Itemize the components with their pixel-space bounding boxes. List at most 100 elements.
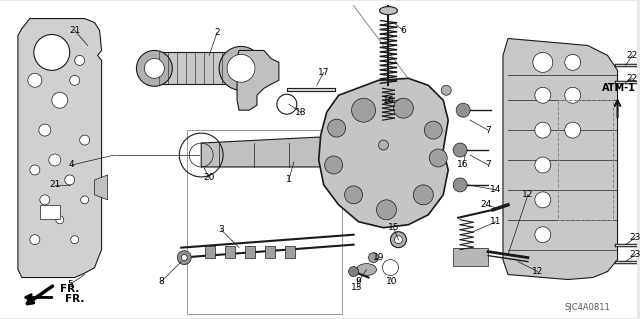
Circle shape (535, 157, 551, 173)
Bar (453, 248, 488, 266)
Text: 16: 16 (383, 96, 394, 105)
Circle shape (30, 235, 40, 245)
Bar (154, 52, 229, 84)
Text: 2: 2 (214, 28, 220, 37)
Circle shape (456, 103, 470, 117)
Text: 6: 6 (401, 26, 406, 35)
Circle shape (30, 165, 40, 175)
Text: 23: 23 (630, 233, 640, 242)
Text: 20: 20 (204, 174, 215, 182)
Text: 19: 19 (372, 253, 384, 262)
Circle shape (80, 135, 90, 145)
Circle shape (34, 34, 70, 70)
Text: 1: 1 (286, 175, 292, 184)
Circle shape (40, 195, 50, 205)
Circle shape (394, 236, 403, 244)
Bar (225, 246, 235, 258)
Circle shape (177, 251, 191, 264)
Circle shape (564, 87, 580, 103)
Text: 7: 7 (485, 126, 491, 135)
Circle shape (535, 122, 551, 138)
Circle shape (324, 156, 342, 174)
Circle shape (394, 98, 413, 118)
Text: 11: 11 (490, 217, 502, 226)
Bar (285, 246, 295, 258)
Text: 23: 23 (630, 250, 640, 259)
Text: 4: 4 (69, 160, 74, 169)
Text: FR.: FR. (65, 294, 84, 304)
Circle shape (351, 98, 376, 122)
Text: 24: 24 (481, 200, 492, 209)
Text: 18: 18 (295, 108, 307, 117)
Polygon shape (503, 39, 618, 279)
Circle shape (413, 185, 433, 205)
Bar (245, 246, 255, 258)
Circle shape (424, 121, 442, 139)
Text: 10: 10 (386, 277, 397, 286)
Circle shape (49, 154, 61, 166)
Circle shape (28, 73, 42, 87)
Circle shape (376, 200, 396, 220)
Circle shape (70, 236, 79, 244)
Circle shape (344, 186, 362, 204)
Circle shape (535, 87, 551, 103)
Circle shape (81, 196, 89, 204)
Text: 8: 8 (159, 277, 164, 286)
Circle shape (181, 255, 188, 261)
Circle shape (535, 192, 551, 208)
Polygon shape (18, 19, 102, 278)
Text: 7: 7 (485, 160, 491, 169)
Polygon shape (201, 137, 339, 167)
Ellipse shape (380, 7, 397, 15)
Bar (558, 100, 612, 220)
Circle shape (39, 124, 51, 136)
Text: 22: 22 (627, 51, 638, 60)
Text: 5: 5 (67, 280, 72, 289)
Circle shape (535, 227, 551, 243)
Circle shape (533, 52, 553, 72)
Circle shape (65, 175, 75, 185)
Text: 9: 9 (356, 277, 362, 286)
Text: 22: 22 (627, 74, 638, 83)
Text: FR.: FR. (60, 285, 79, 294)
Circle shape (56, 216, 64, 224)
Text: 14: 14 (490, 185, 502, 194)
Bar (205, 246, 215, 258)
Polygon shape (319, 78, 448, 228)
Circle shape (75, 56, 84, 65)
Text: 21: 21 (49, 181, 60, 189)
Circle shape (564, 122, 580, 138)
Circle shape (564, 55, 580, 70)
Circle shape (441, 85, 451, 95)
Polygon shape (237, 50, 279, 110)
Text: ATM-1: ATM-1 (602, 83, 636, 93)
Circle shape (36, 41, 64, 69)
Circle shape (328, 119, 346, 137)
Bar (40, 205, 60, 219)
Circle shape (349, 267, 358, 277)
Text: 17: 17 (318, 68, 330, 77)
Text: 3: 3 (218, 225, 224, 234)
Circle shape (219, 47, 263, 90)
Text: SJC4A0811: SJC4A0811 (564, 303, 611, 312)
Circle shape (52, 92, 68, 108)
Text: 13: 13 (351, 283, 362, 292)
Circle shape (453, 143, 467, 157)
Text: 12: 12 (532, 267, 543, 276)
Bar (188, 130, 342, 315)
Text: 16: 16 (458, 160, 469, 169)
Circle shape (378, 140, 388, 150)
Circle shape (70, 75, 80, 85)
Circle shape (429, 149, 447, 167)
Text: 21: 21 (69, 26, 81, 35)
Bar (265, 246, 275, 258)
Circle shape (136, 50, 172, 86)
Circle shape (227, 55, 255, 82)
Circle shape (390, 232, 406, 248)
Polygon shape (95, 175, 108, 200)
Ellipse shape (356, 263, 376, 276)
Text: 12: 12 (522, 190, 534, 199)
Text: 15: 15 (388, 223, 399, 232)
Circle shape (369, 253, 378, 263)
Circle shape (453, 178, 467, 192)
